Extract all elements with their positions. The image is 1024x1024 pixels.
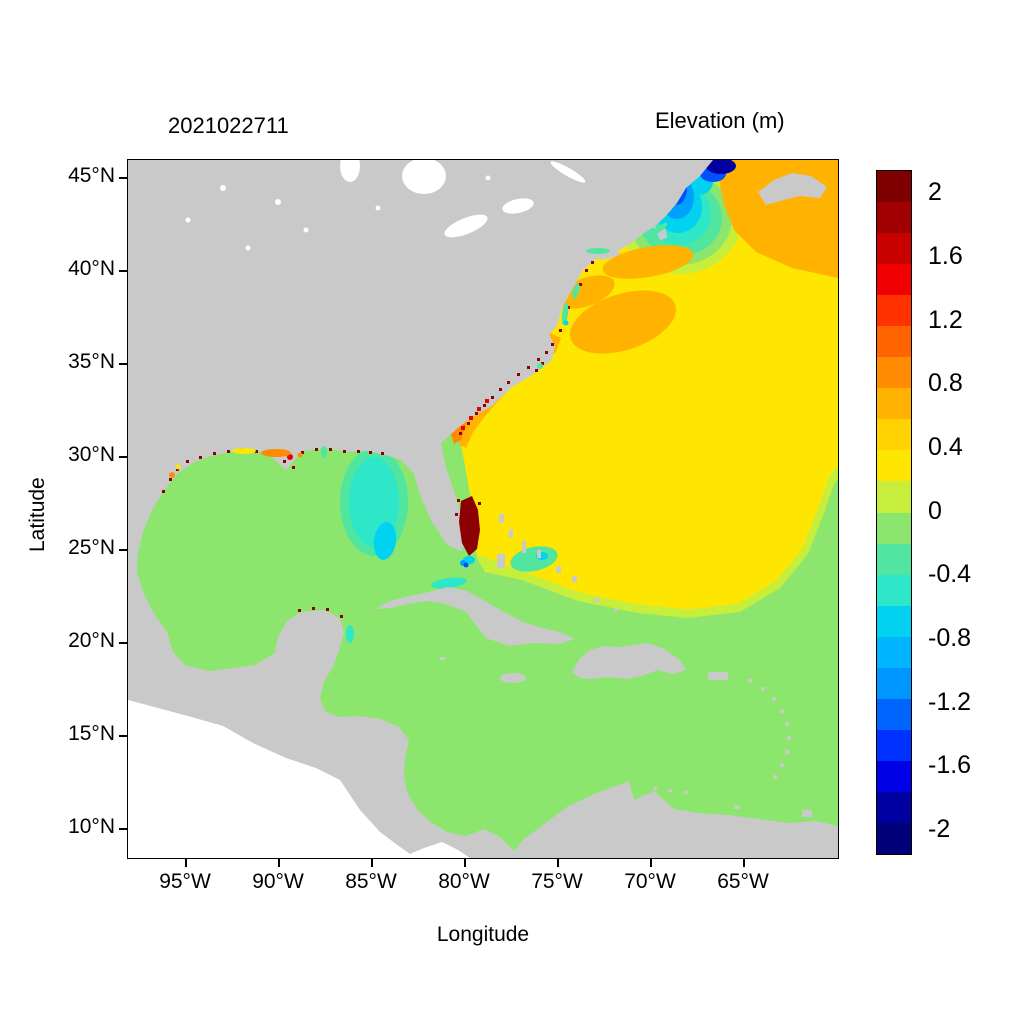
colorbar-label: 0.8 (928, 369, 963, 397)
hispaniola (572, 643, 686, 679)
lake-huron (402, 160, 446, 194)
colorbar-label: -0.8 (928, 624, 972, 652)
colorbar-segment (877, 822, 911, 855)
colorbar-label: -0.4 (928, 560, 972, 588)
coastal-darkred-speckles (162, 261, 594, 618)
pacific-outside-domain (128, 700, 470, 858)
y-tick-label: 45°N (68, 164, 115, 187)
y-tick (119, 549, 127, 551)
y-tick (119, 456, 127, 458)
colorbar-segment (877, 729, 911, 761)
se-florida-high-blob (459, 496, 480, 556)
coastal-orange-speckles (169, 449, 303, 478)
y-tick-label: 40°N (68, 257, 115, 280)
lake-michigan (340, 160, 360, 182)
colorbar-label: 0.4 (928, 433, 963, 461)
colorbar-label: -1.6 (928, 751, 972, 779)
colorbar-label: 1.6 (928, 242, 963, 270)
map-plot-area (127, 159, 839, 859)
y-tick (119, 642, 127, 644)
nova-scotia (758, 173, 827, 205)
colorbar-segment (877, 264, 911, 296)
x-tick (278, 859, 280, 867)
colorbar-segment (877, 481, 911, 513)
colorbar-label: -1.2 (928, 688, 972, 716)
colorbar-segment (877, 202, 911, 234)
colorbar-segment (877, 760, 911, 792)
y-tick-label: 10°N (68, 815, 115, 838)
colorbar-segment (877, 419, 911, 451)
y-tick-label: 35°N (68, 350, 115, 373)
timestamp-title: 2021022711 (168, 113, 289, 138)
colorbar-segment (877, 667, 911, 699)
puerto-rico (708, 672, 728, 680)
colorbar-segment (877, 698, 911, 730)
y-tick (119, 828, 127, 830)
y-tick (119, 270, 127, 272)
y-tick (119, 735, 127, 737)
y-tick (119, 177, 127, 179)
y-axis-title: Latitude (26, 477, 49, 552)
x-tick-label: 95°W (159, 870, 211, 893)
x-axis-title: Longitude (436, 923, 530, 946)
colorbar-label: 2 (928, 178, 942, 206)
colorbar-segment (877, 791, 911, 823)
x-tick-label: 65°W (717, 870, 769, 893)
x-tick (371, 859, 373, 867)
x-tick-label: 75°W (531, 870, 583, 893)
colorbar (876, 170, 912, 855)
lake-ontario (502, 198, 534, 214)
lake-erie (444, 214, 488, 238)
x-tick-label: 90°W (252, 870, 304, 893)
x-tick-label: 85°W (345, 870, 397, 893)
andros-island (497, 554, 505, 568)
st-lawrence (550, 161, 586, 183)
jamaica (500, 673, 526, 683)
x-tick (650, 859, 652, 867)
estuary-teal-slivers (321, 222, 668, 458)
colorbar-segment (877, 357, 911, 389)
colorbar-segment (877, 605, 911, 637)
y-tick-label: 25°N (68, 536, 115, 559)
x-tick-label: 70°W (624, 870, 676, 893)
map-svg (128, 160, 838, 858)
y-tick-label: 30°N (68, 443, 115, 466)
coastal-red-speckles (287, 399, 489, 460)
y-tick-label: 20°N (68, 629, 115, 652)
estuary-cyan-dots (563, 320, 569, 326)
x-tick-label: 80°W (438, 870, 490, 893)
colorbar-segment (877, 512, 911, 544)
colorbar-segment (877, 450, 911, 482)
colorbar-title: Elevation (m) (655, 108, 785, 133)
colorbar-segment (877, 543, 911, 575)
colorbar-segment (877, 326, 911, 358)
colorbar-label: -2 (928, 815, 951, 843)
colorbar-segment (877, 574, 911, 606)
coastal-yellow-speckles (175, 448, 256, 470)
colorbar-segment (877, 295, 911, 327)
colorbar-label: 1.2 (928, 306, 963, 334)
x-tick (464, 859, 466, 867)
lakes-and-outside-domain (128, 160, 586, 858)
colorbar-label: 0 (928, 497, 942, 525)
y-tick-label: 15°N (68, 722, 115, 745)
colorbar-segments (877, 171, 911, 855)
colorbar-segment (877, 636, 911, 668)
x-tick (185, 859, 187, 867)
y-tick (119, 363, 127, 365)
x-tick (743, 859, 745, 867)
colorbar-segment (877, 171, 911, 203)
land-mass (128, 160, 838, 858)
x-tick (557, 859, 559, 867)
colorbar-segment (877, 233, 911, 265)
navy-extreme-low (706, 160, 736, 174)
colorbar-segment (877, 388, 911, 420)
north-and-central-america (128, 160, 838, 858)
trinidad (802, 810, 812, 817)
cuba (375, 587, 575, 646)
